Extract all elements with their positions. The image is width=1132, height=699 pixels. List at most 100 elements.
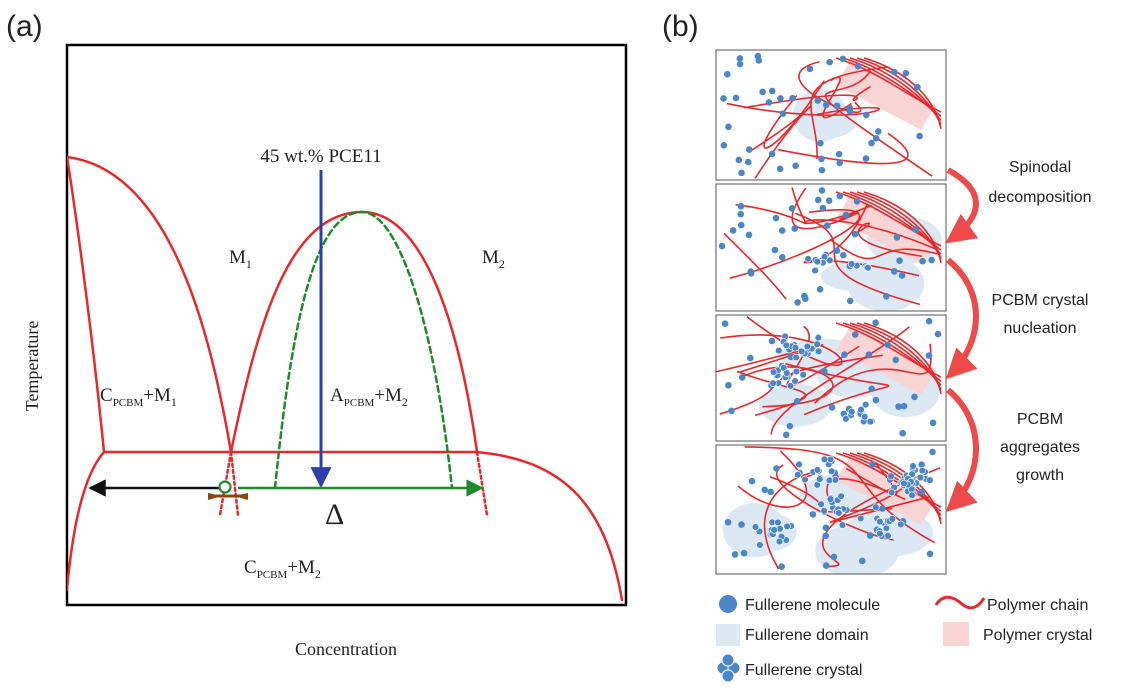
fullerene-crystal bbox=[786, 382, 795, 390]
fullerene-molecule bbox=[768, 337, 776, 345]
fullerene-molecule bbox=[833, 247, 841, 254]
fullerene-crystal bbox=[792, 353, 800, 362]
fullerene-crystal bbox=[804, 255, 812, 263]
polymer-chain-aligned bbox=[856, 191, 942, 259]
polymer-chain-aligned bbox=[856, 322, 942, 390]
fullerene-crystal bbox=[813, 340, 821, 348]
fullerene-crystal bbox=[792, 367, 801, 376]
fullerene-crystal bbox=[811, 266, 819, 275]
step-arrow-3 bbox=[945, 387, 979, 513]
fullerene-molecule bbox=[846, 297, 854, 305]
fullerene-crystal bbox=[814, 347, 823, 356]
fullerene-molecule bbox=[934, 330, 942, 338]
fullerene-molecule bbox=[925, 352, 933, 359]
panel-a-label: (a) bbox=[6, 10, 43, 43]
fullerene-molecule bbox=[833, 102, 841, 110]
step-labels: Spinodal decomposition PCBM crystal nucl… bbox=[988, 159, 1091, 484]
fullerene-crystal bbox=[838, 521, 847, 529]
legend-molecule-icon bbox=[719, 595, 737, 613]
morphology-box-frame bbox=[715, 183, 947, 312]
fullerene-molecule bbox=[747, 268, 755, 275]
legend-domain-label: Fullerene domain bbox=[745, 627, 869, 644]
fullerene-molecule bbox=[789, 94, 796, 102]
fullerene-molecule bbox=[735, 156, 743, 164]
fullerene-crystal bbox=[884, 532, 892, 540]
fullerene-molecule bbox=[929, 448, 936, 456]
fullerene-crystal bbox=[857, 405, 865, 414]
fullerene-molecule bbox=[737, 210, 745, 218]
polymer-chain bbox=[735, 187, 807, 225]
fullerene-molecule bbox=[737, 202, 745, 210]
fullerene-molecule bbox=[825, 197, 833, 205]
legend-polymer-crystal-label: Polymer crystal bbox=[983, 627, 1092, 644]
fullerene-molecule bbox=[773, 465, 780, 472]
polymer-chain-aligned bbox=[863, 322, 942, 394]
fullerene-crystal bbox=[835, 509, 843, 517]
fullerene-molecule bbox=[725, 123, 732, 131]
fullerene-molecule bbox=[862, 155, 870, 162]
fullerene-crystal bbox=[827, 467, 836, 475]
fullerene-crystal bbox=[900, 479, 908, 488]
fullerene-molecule bbox=[778, 254, 786, 261]
fullerene-molecule bbox=[822, 524, 830, 532]
fullerene-molecule bbox=[786, 422, 794, 430]
polymer-chain bbox=[729, 209, 861, 279]
fullerene-molecule bbox=[793, 397, 801, 405]
fullerene-molecule bbox=[772, 214, 780, 222]
polymer-chain bbox=[803, 204, 937, 251]
fullerene-molecule bbox=[893, 234, 901, 241]
fullerene-crystal bbox=[888, 515, 897, 523]
fullerene-crystal bbox=[770, 526, 778, 534]
fullerene-crystal bbox=[775, 537, 784, 546]
fullerene-crystal bbox=[816, 475, 824, 483]
fullerene-molecule bbox=[771, 246, 779, 254]
fullerene-crystal bbox=[797, 347, 806, 356]
polymer-chain-aligned bbox=[863, 191, 942, 263]
polymer-chain bbox=[763, 80, 825, 149]
fullerene-molecule bbox=[836, 159, 844, 167]
fullerene-crystal bbox=[872, 503, 880, 511]
binodal-extension bbox=[475, 450, 489, 517]
fullerene-molecule bbox=[759, 88, 766, 96]
fullerene-molecule bbox=[896, 257, 903, 264]
fullerene-molecule bbox=[822, 101, 830, 109]
delta-marker bbox=[208, 480, 248, 500]
fullerene-crystal bbox=[751, 523, 760, 531]
fullerene-molecule bbox=[728, 407, 735, 415]
region-a-m2: APCBM+M2 bbox=[330, 385, 408, 409]
legend: Fullerene molecule Polymer chain Fullere… bbox=[716, 595, 1092, 683]
fullerene-molecule bbox=[898, 272, 906, 279]
fullerene-molecule bbox=[851, 230, 859, 238]
fullerene-crystal bbox=[909, 462, 917, 470]
fullerene-molecule bbox=[768, 87, 776, 95]
fullerene-molecule bbox=[895, 403, 902, 410]
fullerene-molecule bbox=[868, 385, 875, 393]
fullerene-molecule bbox=[738, 169, 745, 177]
fullerene-crystal bbox=[866, 417, 875, 426]
fullerene-crystal bbox=[803, 342, 812, 351]
morphology-box-2 bbox=[715, 183, 947, 312]
fullerene-molecule bbox=[736, 60, 744, 68]
fullerene-molecule bbox=[818, 155, 825, 163]
morphology-box-1 bbox=[715, 49, 947, 181]
fullerene-crystal bbox=[820, 455, 829, 464]
fullerene-crystal bbox=[775, 346, 783, 355]
fullerene-domain bbox=[758, 384, 832, 427]
fullerene-molecule bbox=[884, 341, 892, 349]
fullerene-molecule bbox=[916, 132, 923, 140]
fullerene-molecule bbox=[874, 128, 882, 135]
fullerene-domain bbox=[815, 524, 899, 574]
legend-fullerene-crystal-icon bbox=[716, 653, 741, 683]
fullerene-molecule bbox=[841, 351, 848, 358]
fullerene-molecule bbox=[724, 518, 732, 526]
phase-diagram: 45 wt.% PCE11 Temperature Concentration … bbox=[22, 43, 628, 659]
fullerene-crystal bbox=[918, 466, 927, 475]
legend-fullerene-crystal-label: Fullerene crystal bbox=[745, 662, 862, 679]
fullerene-molecule bbox=[814, 196, 822, 204]
fullerene-molecule bbox=[872, 319, 879, 326]
fullerene-molecule bbox=[839, 55, 847, 63]
polymer-chain bbox=[831, 239, 940, 260]
fullerene-molecule bbox=[919, 257, 926, 265]
fullerene-crystal bbox=[813, 257, 822, 266]
